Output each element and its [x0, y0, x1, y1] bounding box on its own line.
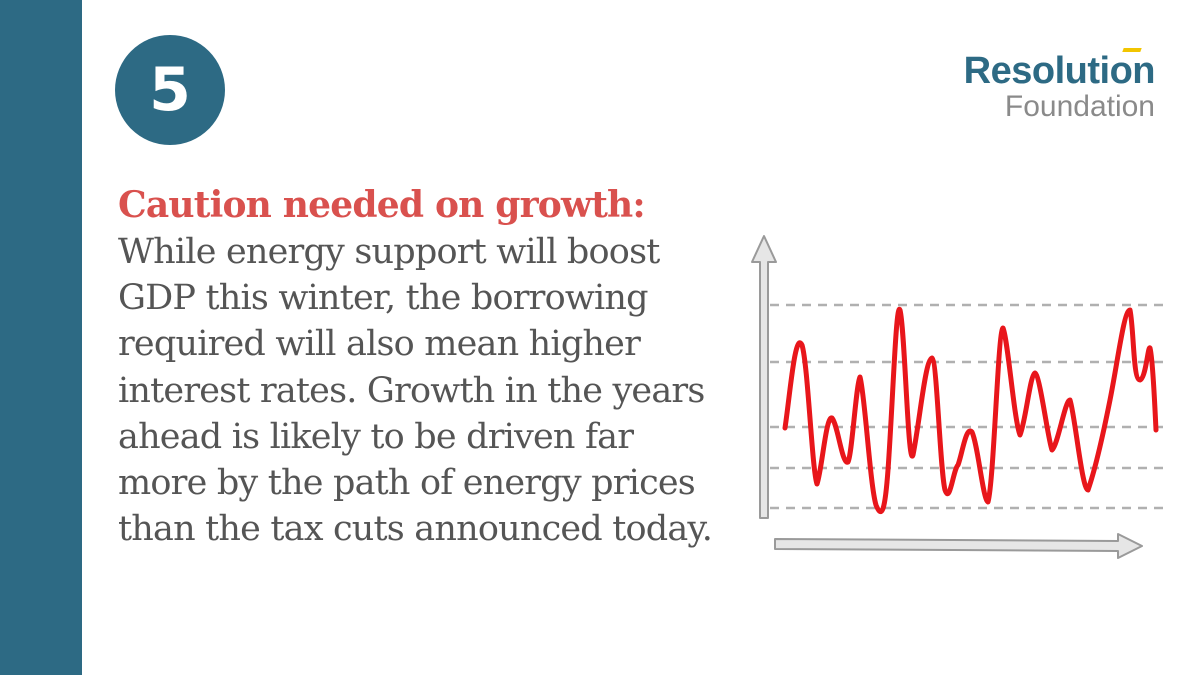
side-bar [0, 0, 82, 675]
y-axis-arrow [751, 235, 777, 519]
logo-line2: Foundation [1004, 90, 1155, 123]
body-text: While energy support will boost GDP this… [118, 232, 713, 550]
slide-number-badge: 5 [115, 35, 225, 145]
grid-lines [770, 303, 1165, 510]
logo-line1: Resolution [963, 50, 1156, 92]
line-chart-illustration [751, 235, 1165, 559]
resolution-foundation-logo: Resolution Foundation [963, 48, 1156, 123]
heading: Caution needed on growth: [118, 184, 646, 226]
slide-number: 5 [149, 55, 191, 125]
x-axis-arrow [774, 533, 1143, 559]
trend-line [782, 306, 1159, 514]
logo-accent [1122, 48, 1142, 52]
